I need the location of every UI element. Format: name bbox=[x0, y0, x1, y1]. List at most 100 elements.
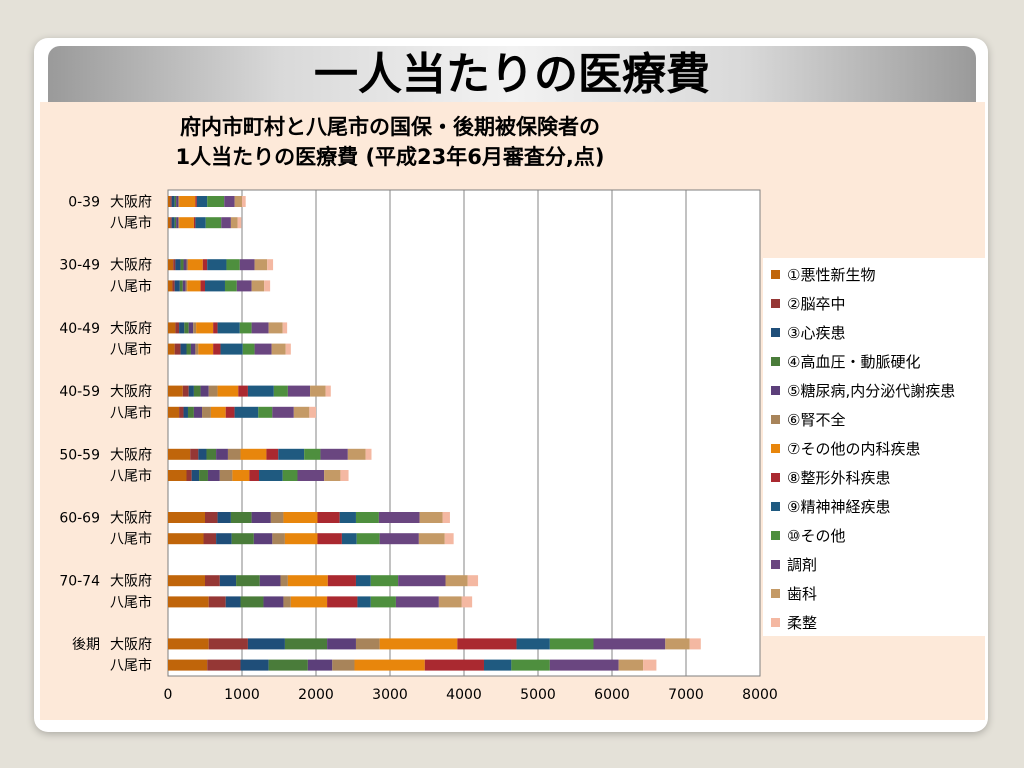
bar-segment bbox=[226, 259, 240, 271]
y-sub-label: 八尾市 bbox=[110, 215, 152, 232]
bar-segment bbox=[356, 533, 380, 545]
bar-segment bbox=[200, 385, 209, 397]
y-group-label: 40-59 bbox=[59, 384, 100, 400]
bar-segment bbox=[216, 448, 228, 460]
bar-segment bbox=[284, 533, 318, 545]
bar-segment bbox=[203, 533, 217, 545]
bar-segment bbox=[176, 217, 179, 229]
legend-label: ⑧整形外科疾患 bbox=[787, 468, 891, 487]
bar-segment bbox=[251, 280, 265, 292]
bar-segment bbox=[254, 259, 268, 271]
bar-segment bbox=[665, 638, 690, 650]
y-group-label: 60-69 bbox=[59, 511, 100, 527]
bar-segment bbox=[205, 280, 225, 292]
bar-segment bbox=[168, 575, 205, 587]
bar-segment bbox=[272, 406, 294, 418]
bar-segment bbox=[188, 385, 194, 397]
bar-segment bbox=[187, 259, 203, 271]
bar-segment bbox=[185, 280, 188, 292]
legend-item: 歯科 bbox=[771, 583, 817, 603]
bar-segment bbox=[186, 470, 192, 481]
bar-segment bbox=[205, 512, 218, 523]
bar-segment bbox=[168, 638, 209, 650]
bar-segment bbox=[287, 575, 328, 587]
y-sub-label: 八尾市 bbox=[110, 594, 152, 611]
bar-segment bbox=[268, 659, 308, 671]
bar-segment bbox=[205, 217, 222, 229]
legend-label: ①悪性新生物 bbox=[787, 265, 876, 284]
bar-segment bbox=[236, 575, 260, 587]
bar-segment bbox=[365, 448, 372, 460]
bar-segment bbox=[234, 406, 259, 418]
bar-segment bbox=[186, 343, 191, 355]
y-sub-label: 大阪府 bbox=[110, 258, 152, 274]
bar-segment bbox=[317, 533, 342, 545]
y-sub-label: 大阪府 bbox=[110, 447, 152, 463]
legend-swatch bbox=[771, 443, 780, 453]
x-tick-label: 2000 bbox=[298, 687, 334, 703]
legend-swatch bbox=[771, 356, 780, 366]
bar-segment bbox=[354, 659, 425, 671]
bar-segment bbox=[317, 512, 340, 523]
bar-segment bbox=[174, 343, 181, 355]
legend-swatch bbox=[771, 559, 780, 569]
bar-segment bbox=[174, 196, 177, 207]
bar-segment bbox=[618, 659, 644, 671]
bar-segment bbox=[418, 533, 445, 545]
x-tick-label: 8000 bbox=[742, 687, 778, 703]
bar-segment bbox=[207, 196, 225, 207]
bar-segment bbox=[267, 259, 274, 271]
bar-segment bbox=[195, 343, 199, 355]
x-tick-label: 4000 bbox=[446, 687, 482, 703]
y-group-label: 40-49 bbox=[59, 321, 100, 337]
bar-segment bbox=[205, 575, 220, 587]
bar-segment bbox=[327, 638, 356, 650]
bar-segment bbox=[179, 280, 183, 292]
bar-segment bbox=[461, 596, 473, 608]
y-sub-label: 大阪府 bbox=[110, 574, 152, 590]
bar-segment bbox=[171, 217, 175, 229]
bar-segment bbox=[199, 470, 208, 481]
bar-segment bbox=[170, 217, 172, 229]
bar-segment bbox=[251, 322, 269, 334]
bar-segment bbox=[287, 385, 311, 397]
bar-segment bbox=[242, 343, 255, 355]
bar-segment bbox=[213, 343, 221, 355]
legend-label: 歯科 bbox=[787, 584, 818, 603]
x-tick-label: 0 bbox=[164, 687, 173, 703]
bar-segment bbox=[242, 196, 246, 207]
bar-segment bbox=[251, 512, 271, 523]
bar-segment bbox=[511, 659, 550, 671]
bar-segment bbox=[297, 470, 325, 481]
bar-segment bbox=[206, 448, 217, 460]
bar-segment bbox=[195, 196, 197, 207]
y-sub-label: 大阪府 bbox=[110, 384, 152, 400]
bar-segment bbox=[213, 322, 218, 334]
bar-segment bbox=[168, 322, 176, 334]
bar-segment bbox=[188, 322, 194, 334]
bar-segment bbox=[238, 385, 248, 397]
legend-swatch bbox=[771, 588, 780, 598]
legend-label: ②脳卒中 bbox=[787, 294, 846, 313]
bar-segment bbox=[263, 596, 284, 608]
bar-segment bbox=[445, 575, 468, 587]
bar-segment bbox=[217, 512, 231, 523]
legend-item: 柔整 bbox=[771, 612, 817, 632]
bar-segment bbox=[310, 385, 326, 397]
bar-segment bbox=[234, 196, 242, 207]
bar-segment bbox=[253, 533, 273, 545]
bar-segment bbox=[225, 596, 241, 608]
bar-segment bbox=[190, 448, 199, 460]
bar-segment bbox=[240, 659, 269, 671]
bar-segment bbox=[347, 448, 366, 460]
bar-segment bbox=[395, 596, 439, 608]
bar-segment bbox=[398, 575, 446, 587]
bar-segment bbox=[230, 217, 238, 229]
legend-label: 柔整 bbox=[787, 613, 818, 632]
bar-segment bbox=[174, 280, 180, 292]
legend-swatch bbox=[771, 501, 780, 511]
bar-segment bbox=[231, 533, 254, 545]
bar-segment bbox=[282, 470, 298, 481]
bar-segment bbox=[442, 512, 450, 523]
bar-segment bbox=[268, 322, 283, 334]
